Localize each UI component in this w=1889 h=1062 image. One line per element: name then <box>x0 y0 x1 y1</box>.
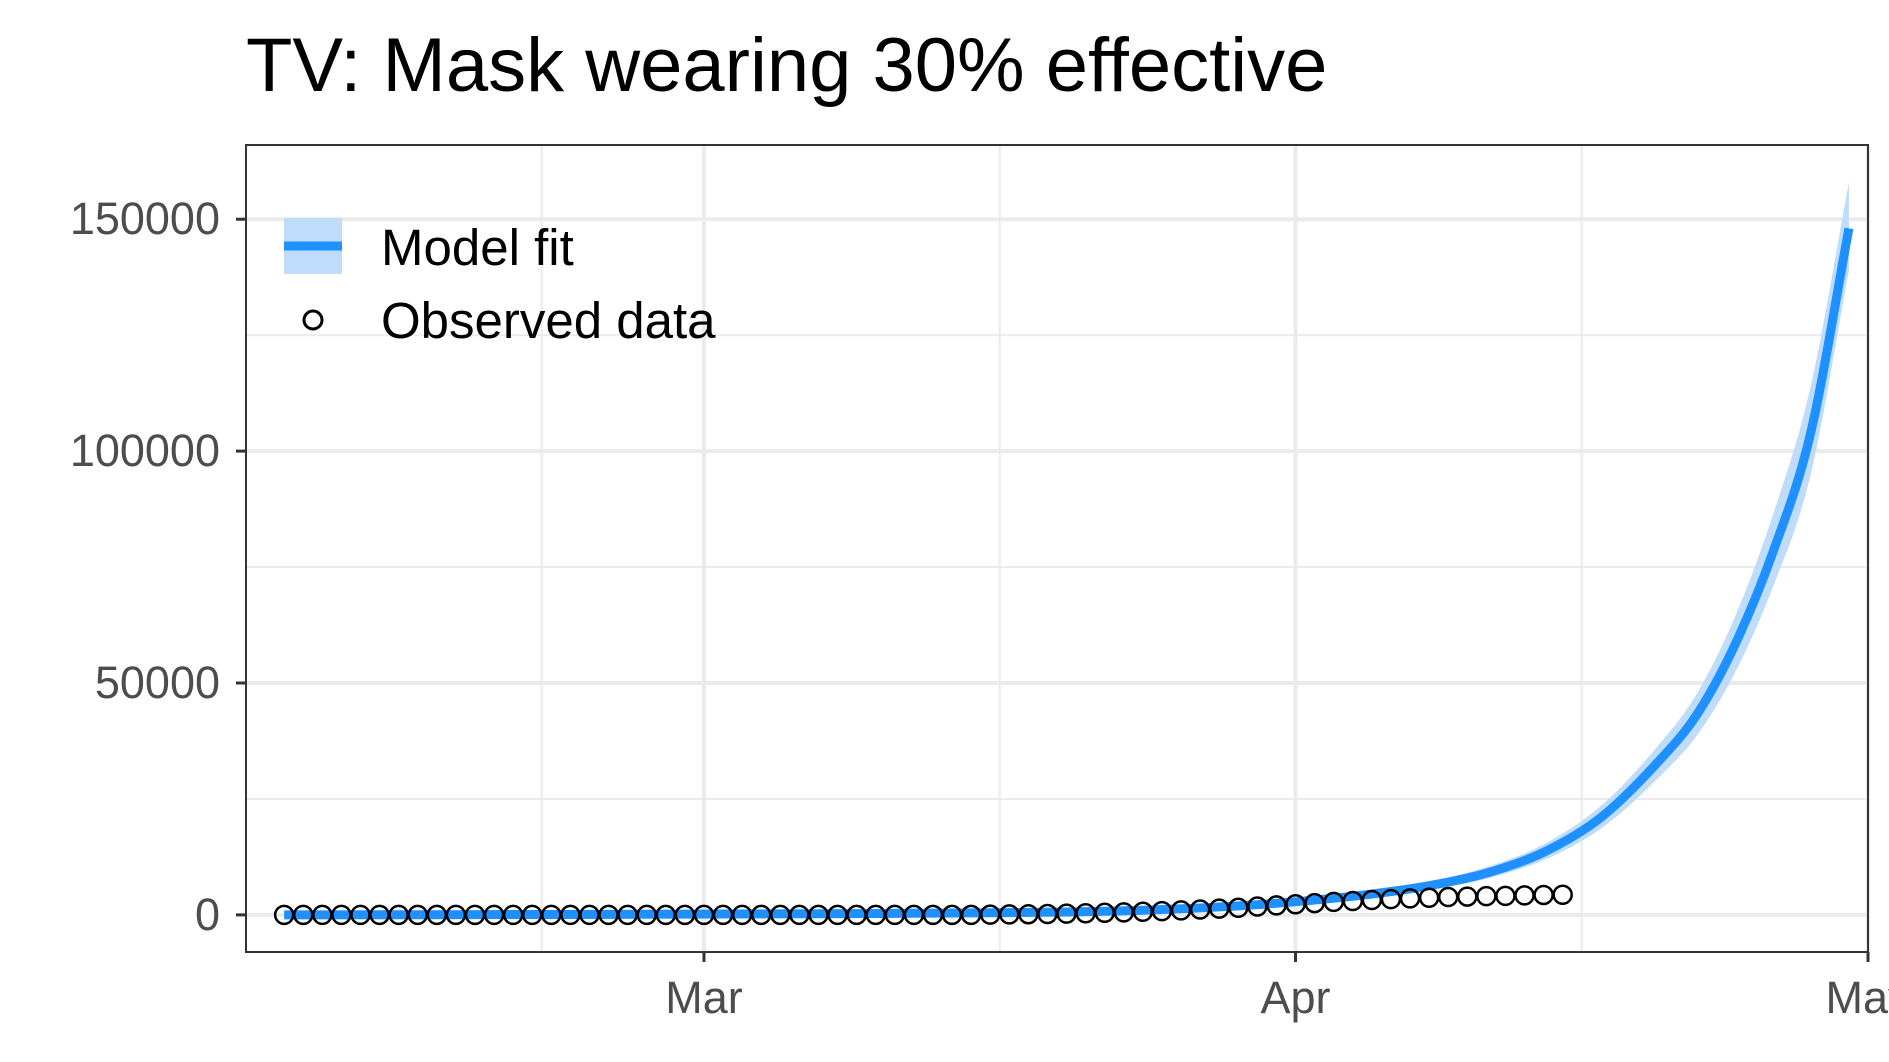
y-tick-label: 50000 <box>95 657 220 708</box>
y-tick-label: 150000 <box>70 193 220 244</box>
y-tick-label: 0 <box>195 889 220 940</box>
observed-data-point <box>1418 887 1440 908</box>
observed-data-point <box>1476 885 1497 907</box>
x-axis: Mar Apr May <box>665 952 1889 1023</box>
observed-data-point <box>1437 886 1459 908</box>
y-axis: 0 50000 100000 150000 <box>70 193 246 940</box>
grid-minor-lines <box>246 145 1868 952</box>
y-tick-label: 100000 <box>70 425 220 476</box>
legend-item-model-fit: Model fit <box>284 218 574 276</box>
observed-data-point <box>1552 884 1573 905</box>
observed-data-point <box>1495 885 1516 907</box>
observed-data-point <box>1533 884 1554 906</box>
legend-item-observed-data: Observed data <box>302 292 716 349</box>
observed-data-point <box>1514 885 1535 906</box>
chart-title: TV: Mask wearing 30% effective <box>246 23 1327 108</box>
points-layer <box>273 884 1573 926</box>
x-tick-label: Apr <box>1261 972 1331 1023</box>
legend-label-observed-data: Observed data <box>381 292 716 349</box>
legend: Model fit Observed data <box>284 218 716 349</box>
plot-panel <box>245 144 1870 953</box>
line-layer <box>284 227 1854 920</box>
model-fit-line <box>284 227 1854 920</box>
observed-data-point <box>1457 886 1478 907</box>
x-tick-label: May <box>1825 972 1889 1023</box>
legend-point-key <box>302 309 324 331</box>
panel-border <box>245 144 1869 953</box>
x-tick-label: Mar <box>665 972 743 1023</box>
legend-label-model-fit: Model fit <box>381 219 574 276</box>
